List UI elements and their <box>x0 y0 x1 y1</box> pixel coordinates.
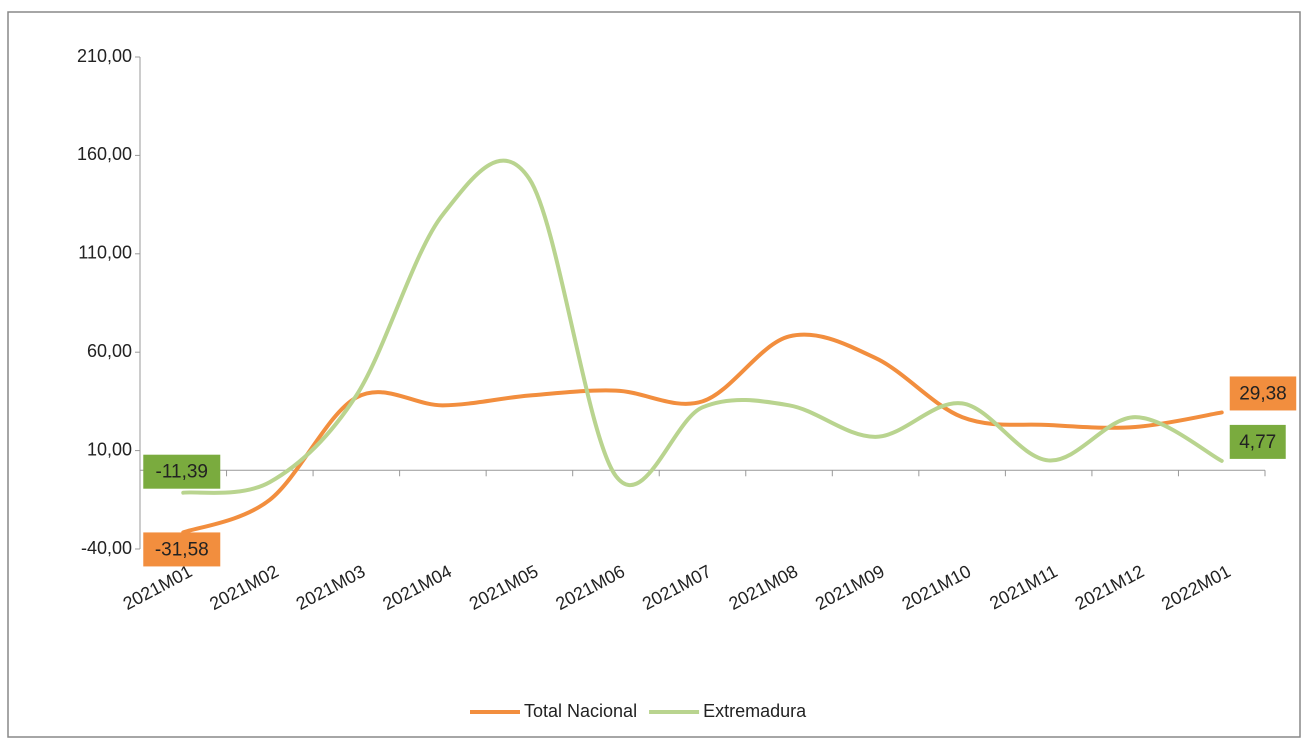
data-label-text: 4,77 <box>1239 432 1276 453</box>
y-tick-label: 10,00 <box>87 439 132 459</box>
y-tick-label: -40,00 <box>81 538 132 558</box>
legend-label: Total Nacional <box>524 701 637 721</box>
y-tick-label: 160,00 <box>77 144 132 164</box>
data-label-text: 29,38 <box>1239 383 1287 404</box>
data-label-box <box>1229 376 1297 411</box>
data-label-text: -11,39 <box>156 462 208 483</box>
legend-label: Extremadura <box>703 701 807 721</box>
y-tick-label: 60,00 <box>87 341 132 361</box>
data-label-box <box>143 454 221 489</box>
chart-frame <box>7 11 1301 738</box>
data-label-box <box>143 532 221 567</box>
data-label: 29,38 <box>1229 376 1297 411</box>
y-tick-label: 110,00 <box>78 243 132 263</box>
data-label: 4,77 <box>1229 424 1286 459</box>
data-label-box <box>1229 424 1286 459</box>
data-label: -11,39 <box>143 454 221 489</box>
series-line <box>181 158 1224 495</box>
data-label: -31,58 <box>143 532 221 567</box>
y-tick-label: 210,00 <box>77 46 132 66</box>
data-label-text: -31,58 <box>155 539 209 560</box>
